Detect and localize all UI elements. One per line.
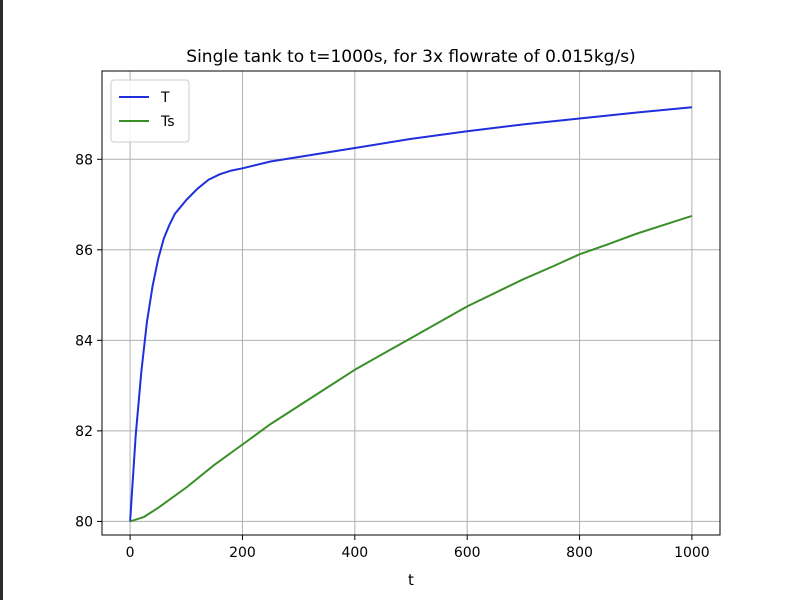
x-tick-label: 800 — [566, 545, 593, 561]
series-line-t — [129, 106, 692, 522]
y-tick-label: 88 — [75, 152, 93, 168]
x-axis-label: t — [408, 571, 414, 589]
legend-label-t: T — [160, 90, 170, 106]
x-tick-label: 1000 — [674, 545, 710, 561]
x-tick-label: 600 — [454, 545, 481, 561]
legend[interactable]: T Ts — [110, 79, 190, 143]
y-tick-label: 86 — [75, 243, 93, 259]
legend-label-ts: Ts — [160, 114, 175, 130]
grid — [102, 71, 720, 535]
x-tick-label: 0 — [126, 545, 135, 561]
series-lines — [129, 106, 693, 523]
x-tick-label: 200 — [229, 545, 256, 561]
y-tick-label: 84 — [75, 333, 93, 349]
axis-ticks: 0 200 400 600 800 1000 80 82 84 86 88 — [75, 152, 710, 561]
x-tick-label: 400 — [341, 545, 368, 561]
y-tick-label: 82 — [75, 424, 93, 440]
chart-title: Single tank to t=1000s, for 3x flowrate … — [186, 47, 635, 67]
window-edge — [0, 0, 3, 600]
plot-area-frame — [101, 70, 721, 536]
series-line-ts — [129, 214, 693, 523]
legend-box — [110, 79, 190, 143]
y-tick-label: 80 — [75, 514, 93, 530]
